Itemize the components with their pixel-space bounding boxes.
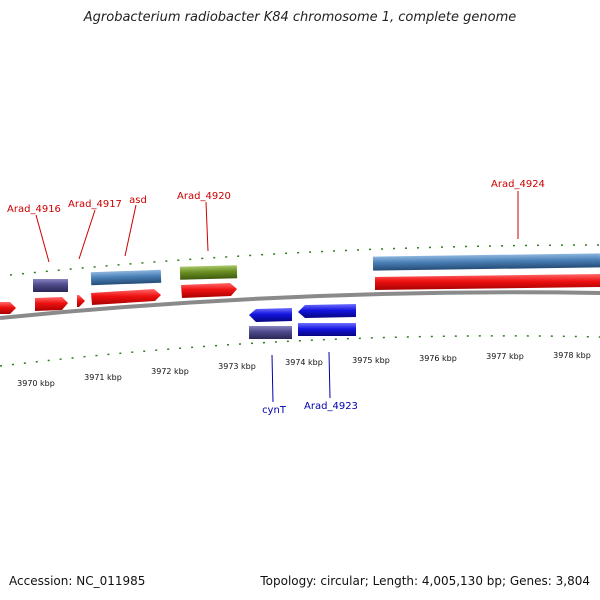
gene-arrow-cynt[interactable]: [249, 308, 292, 322]
scale-label: 3976 kbp: [419, 354, 457, 363]
scale-label: 3971 kbp: [84, 373, 122, 382]
gene-arrow-arad-4923[interactable]: [298, 304, 356, 318]
gene-arad-4924[interactable]: [372, 253, 600, 271]
scale-label: 3974 kbp: [285, 358, 323, 367]
genome-backbone: [0, 290, 600, 320]
label-asd: asd: [129, 195, 147, 206]
reverse-leaders: [271, 351, 331, 403]
scale-label: 3975 kbp: [352, 356, 390, 365]
label-arad-4916: Arad_4916: [7, 204, 61, 215]
label-cynt: cynT: [262, 405, 287, 416]
gene-arad-4916[interactable]: [33, 279, 68, 292]
accession-text: Accession: NC_011985: [9, 574, 146, 588]
forward-leaders: [35, 191, 519, 263]
gene-arad-4920[interactable]: [179, 265, 238, 280]
gene-arrow-left-edge[interactable]: [0, 302, 16, 314]
topology-text: Topology: circular; Length: 4,005,130 bp…: [260, 574, 590, 588]
reverse-ticks: [0, 335, 600, 367]
gene-arrow-arad-4917[interactable]: [77, 295, 85, 307]
gene-cynt[interactable]: [249, 326, 292, 339]
gene-asd[interactable]: [90, 269, 162, 286]
label-arad-4920: Arad_4920: [177, 191, 231, 202]
gene-arrow-arad-4924[interactable]: [375, 274, 600, 290]
scale-label: 3978 kbp: [553, 351, 591, 360]
gene-arad-4923[interactable]: [298, 323, 356, 336]
gene-arrow-asd[interactable]: [91, 289, 161, 305]
gene-arrow-arad-4916[interactable]: [35, 297, 68, 311]
gene-arrow-arad-4920[interactable]: [181, 283, 237, 298]
label-arad-4924: Arad_4924: [491, 179, 545, 190]
scale-label: 3977 kbp: [486, 352, 524, 361]
genome-title: Agrobacterium radiobacter K84 chromosome…: [83, 10, 517, 25]
scale-label: 3970 kbp: [17, 379, 55, 388]
label-arad-4923: Arad_4923: [304, 401, 358, 412]
scale-label: 3973 kbp: [218, 362, 256, 371]
scale-label: 3972 kbp: [151, 367, 189, 376]
label-arad-4917: Arad_4917: [68, 199, 122, 210]
